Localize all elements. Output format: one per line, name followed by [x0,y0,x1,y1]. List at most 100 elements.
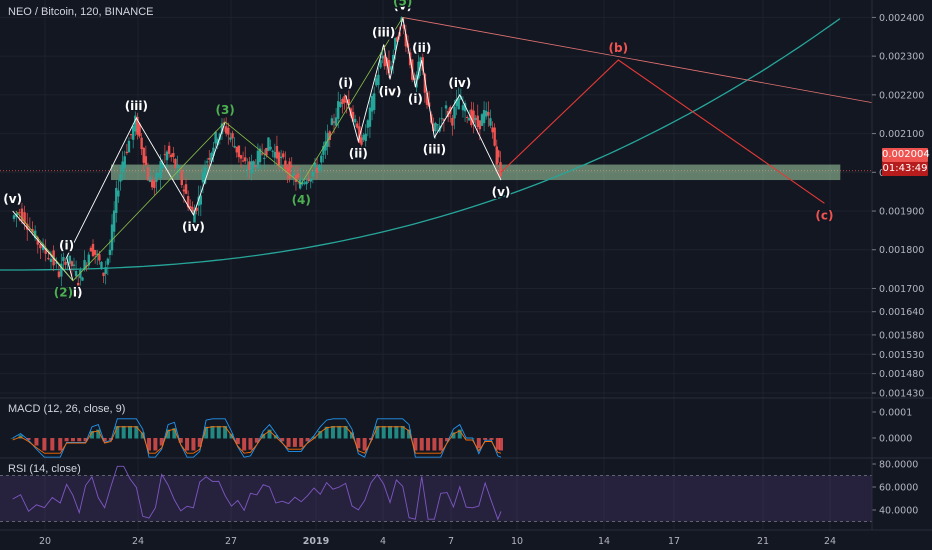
price-tick-label: 0.001900 [879,207,924,218]
wave-label-minor: (iv) [448,76,471,90]
candle-body [339,102,342,107]
macd-histogram-bar [426,438,431,451]
candle-body [311,172,315,177]
wave-label-minor: (ii) [63,286,82,300]
candle-body [273,151,277,158]
macd-histogram-bar [58,438,63,451]
wave-label-major: (5) [393,0,412,9]
candle-body [258,148,262,163]
candle-body [296,173,300,178]
candle-body [497,150,500,158]
macd-histogram-bar [381,426,386,439]
candle-body [394,37,397,50]
candle-body [212,147,215,156]
projection-path [500,59,825,204]
macd-histogram-bar [318,431,323,439]
candle-body [370,95,374,112]
candle-body [163,154,167,156]
candle-body [93,250,97,255]
macd-histogram-bar [64,438,69,442]
candle-body [104,267,107,274]
candle-body [364,133,367,142]
candle-body [356,123,359,128]
macd-pane: 0.0001 0.0000 [0,397,932,458]
candle-body [199,195,203,205]
candle-body [98,254,101,261]
time-tick-label: 17 [668,536,680,547]
wave-label-minor: (iii) [125,99,148,113]
candle-body [288,161,291,179]
macd-histogram-bar [34,438,39,446]
time-tick-label: 7 [448,536,454,547]
candle-body [239,155,243,159]
candle-body [315,167,319,173]
candle-body [290,165,293,167]
trend-curve [0,17,873,271]
candle-body [313,162,317,168]
macd-histogram-bar [248,438,253,450]
time-tick-label: 4 [380,536,386,547]
time-tick-label: 24 [824,536,836,547]
candle-body [453,106,456,119]
macd-histogram-bar [185,438,190,451]
candle-body [157,173,160,176]
rsi-tick-label: 60.0000 [879,483,918,494]
candle-body [201,172,205,183]
candle-body [425,92,429,105]
macd-histogram-bar [10,438,15,439]
candle-body [286,167,289,173]
price-tick-label: 0.001580 [879,330,924,341]
elliott-wave-lines [12,17,825,282]
candle-body [277,152,281,166]
wave-label-minor: (i) [338,76,353,90]
candle-body [229,137,232,140]
candle-body [391,54,395,63]
candle-body [129,134,133,136]
candle-body [451,117,454,126]
candle-body [184,184,188,194]
macd-histogram-bar [89,431,94,439]
macd-histogram-bar [128,426,133,439]
candle-body [375,78,378,86]
candle-body [123,156,126,168]
candle-body [108,249,112,255]
candle-body [349,108,353,117]
time-tick-label: 21 [757,536,769,547]
macd-histogram-bar [343,426,348,439]
candle-body [39,244,42,249]
price-tick-label: 0.002200 [879,90,924,101]
macd-histogram-bar [330,426,335,439]
macd-histogram-bar [235,438,240,445]
candle-body [172,153,175,157]
candle-body [159,161,162,178]
macd-histogram-bar [356,438,361,449]
macd-histogram-bar [147,438,152,451]
wave-5-path [345,17,502,181]
macd-histogram-bar [394,426,399,439]
candlestick-series [12,16,502,295]
macd-histogram-bar [178,438,183,443]
candle-body [487,112,490,116]
candle-body [127,140,131,153]
candle-body [138,123,141,137]
candle-body [195,207,198,211]
candle-body [210,153,213,162]
macd-histogram-bar [445,438,450,442]
rsi-pane: 80.0000 60.0000 40.0000 [0,457,932,522]
candle-body [269,146,272,150]
candle-body [345,100,348,103]
candle-body [72,264,76,266]
macd-histogram-bar [83,438,88,442]
wave-label-minor: (v) [492,185,511,199]
time-axis: 20 24 27 2019 4 7 10 14 17 21 24 [0,529,932,547]
time-tick-label: 2019 [303,536,329,547]
candle-body [358,126,361,143]
price-tick-label: 0.001430 [879,389,924,400]
candle-body [305,181,308,185]
grid-lines [0,0,872,530]
candle-body [417,61,420,79]
macd-histogram-bar [476,438,481,449]
price-tick-label: 0.001800 [879,245,924,256]
candle-body [140,137,143,150]
macd-histogram-bar [102,438,107,442]
